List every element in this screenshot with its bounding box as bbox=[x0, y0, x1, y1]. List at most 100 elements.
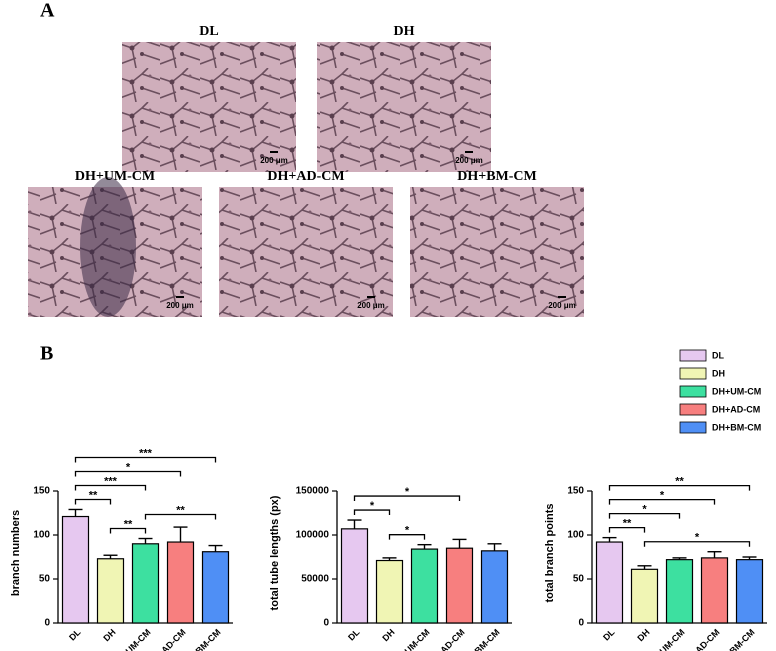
panel-label: B bbox=[40, 343, 53, 365]
micrograph-title: DL bbox=[199, 24, 218, 39]
bar bbox=[700, 557, 729, 624]
significance-label: * bbox=[642, 504, 647, 516]
x-tick-label: DH+BM-CM bbox=[181, 627, 223, 651]
micrograph-title: DH bbox=[394, 24, 415, 39]
scale-label: 200 μm bbox=[166, 301, 194, 310]
x-tick-label: DH+AD-CM bbox=[146, 627, 187, 651]
x-tick-label: DH+AD-CM bbox=[425, 627, 466, 651]
y-tick-label: 50 bbox=[39, 574, 51, 585]
legend-swatch bbox=[679, 403, 707, 416]
y-tick-label: 50 bbox=[573, 574, 585, 585]
significance-bracket bbox=[109, 527, 147, 534]
y-tick-label: 50000 bbox=[301, 574, 329, 585]
scale-label: 200 μm bbox=[260, 156, 288, 165]
significance-label: ** bbox=[675, 476, 684, 488]
significance-label: * bbox=[126, 461, 131, 473]
significance-label: * bbox=[370, 500, 375, 512]
y-tick-label: 0 bbox=[323, 618, 329, 629]
dark-region bbox=[80, 177, 136, 317]
y-axis-label: total branch points bbox=[544, 504, 556, 603]
y-tick-label: 100 bbox=[567, 530, 584, 541]
x-tick-label: DL bbox=[601, 627, 617, 643]
bar bbox=[375, 559, 404, 624]
y-tick-label: 150 bbox=[567, 486, 584, 497]
legend-swatch bbox=[679, 349, 707, 362]
legend-label: DH+AD-CM bbox=[712, 404, 760, 414]
y-axis-label: total tube lengths (px) bbox=[269, 495, 281, 610]
significance-bracket bbox=[608, 484, 751, 491]
legend-label: DH+BM-CM bbox=[712, 422, 761, 432]
legend-label: DH+UM-CM bbox=[712, 386, 761, 396]
micrograph bbox=[410, 187, 584, 317]
bar bbox=[595, 541, 624, 624]
significance-label: * bbox=[660, 490, 665, 502]
bar bbox=[96, 558, 125, 624]
bar bbox=[201, 551, 230, 624]
bar bbox=[445, 547, 474, 624]
significance-bracket bbox=[608, 512, 681, 519]
bar bbox=[340, 528, 369, 624]
y-tick-label: 0 bbox=[44, 618, 50, 629]
significance-bracket bbox=[144, 513, 217, 520]
x-tick-label: DH bbox=[101, 627, 117, 643]
bar bbox=[410, 548, 439, 624]
micrograph bbox=[122, 42, 296, 172]
x-tick-label: DH+UM-CM bbox=[390, 627, 432, 651]
significance-bracket bbox=[353, 509, 391, 516]
significance-label: ** bbox=[124, 518, 133, 530]
bar bbox=[630, 568, 659, 624]
x-tick-label: DH bbox=[380, 627, 396, 643]
significance-bracket bbox=[608, 526, 646, 533]
bar bbox=[61, 515, 90, 624]
x-tick-label: DH+UM-CM bbox=[645, 627, 687, 651]
x-tick-label: DH+BM-CM bbox=[460, 627, 502, 651]
y-axis-label: branch numbers bbox=[10, 510, 22, 596]
significance-label: ** bbox=[176, 504, 185, 516]
significance-bracket bbox=[74, 484, 147, 491]
x-tick-label: DH+UM-CM bbox=[111, 627, 153, 651]
micrograph-title: DH+BM-CM bbox=[457, 169, 537, 184]
micrograph bbox=[317, 42, 491, 172]
legend-swatch bbox=[679, 385, 707, 398]
scale-label: 200 μm bbox=[455, 156, 483, 165]
legend-swatch bbox=[679, 367, 707, 380]
bar bbox=[131, 543, 160, 624]
bar bbox=[480, 550, 509, 624]
micrograph bbox=[219, 187, 393, 317]
significance-bracket bbox=[608, 498, 716, 505]
y-tick-label: 100 bbox=[33, 530, 50, 541]
significance-label: * bbox=[405, 486, 410, 498]
y-tick-label: 150 bbox=[33, 486, 50, 497]
significance-label: * bbox=[695, 532, 700, 544]
y-tick-label: 100000 bbox=[296, 530, 330, 541]
x-tick-label: DH+AD-CM bbox=[680, 627, 721, 651]
bar bbox=[735, 559, 764, 624]
significance-bracket bbox=[643, 541, 751, 547]
significance-bracket bbox=[74, 470, 182, 477]
significance-label: * bbox=[405, 525, 410, 537]
bar bbox=[166, 541, 195, 624]
x-tick-label: DL bbox=[346, 627, 362, 643]
y-tick-label: 150000 bbox=[296, 486, 330, 497]
significance-bracket bbox=[353, 495, 461, 502]
y-tick-label: 0 bbox=[578, 618, 584, 629]
legend-label: DH bbox=[712, 368, 725, 378]
micrograph-title: DH+AD-CM bbox=[267, 169, 344, 184]
micrograph-title: DH+UM-CM bbox=[75, 169, 155, 184]
significance-bracket bbox=[74, 498, 112, 505]
scale-label: 200 μm bbox=[357, 301, 385, 310]
bar bbox=[665, 559, 694, 624]
legend-label: DL bbox=[712, 350, 724, 360]
x-tick-label: DH+BM-CM bbox=[715, 627, 757, 651]
significance-label: *** bbox=[139, 447, 153, 459]
significance-bracket bbox=[74, 456, 217, 463]
scale-label: 200 μm bbox=[548, 301, 576, 310]
x-tick-label: DH bbox=[635, 627, 651, 643]
significance-label: *** bbox=[104, 475, 118, 487]
panel-label: A bbox=[40, 0, 55, 22]
legend-swatch bbox=[679, 421, 707, 434]
significance-label: ** bbox=[89, 489, 98, 501]
significance-label: ** bbox=[623, 518, 632, 530]
significance-bracket bbox=[388, 534, 426, 540]
